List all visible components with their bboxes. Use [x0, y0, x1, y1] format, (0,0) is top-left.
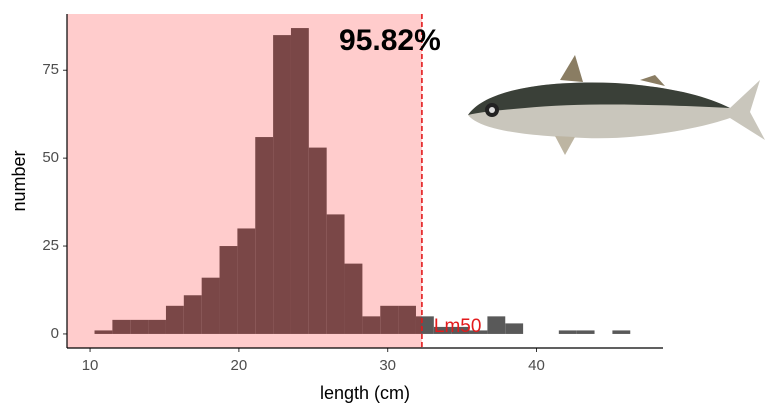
- bar: [559, 330, 577, 334]
- shaded-region: [67, 14, 422, 348]
- bar: [505, 323, 523, 334]
- annotation: 95.82%: [339, 24, 441, 57]
- chart: number length (cm) 0 25 50 75 10 20 30 40 Lm50 95…: [0, 0, 765, 406]
- bar: [487, 316, 505, 334]
- page: number length (cm) 0 25 50 75 10 20 30 40 Lm50 95…: [0, 0, 765, 411]
- x-tick-label: 40: [528, 357, 545, 374]
- x-tick-label: 20: [231, 357, 248, 374]
- x-axis-label: length (cm): [320, 383, 410, 403]
- fish-illustration: [468, 55, 765, 155]
- x-tick-label: 10: [82, 357, 99, 374]
- y-tick-label: 50: [42, 149, 59, 166]
- bar: [577, 330, 595, 334]
- y-tick-label: 0: [51, 325, 59, 342]
- bar: [612, 330, 630, 334]
- y-axis-label: number: [9, 150, 29, 211]
- y-tick-label: 75: [42, 61, 59, 78]
- x-tick-label: 30: [379, 357, 396, 374]
- y-tick-label: 25: [42, 237, 59, 254]
- lm50-label: Lm50: [434, 316, 482, 337]
